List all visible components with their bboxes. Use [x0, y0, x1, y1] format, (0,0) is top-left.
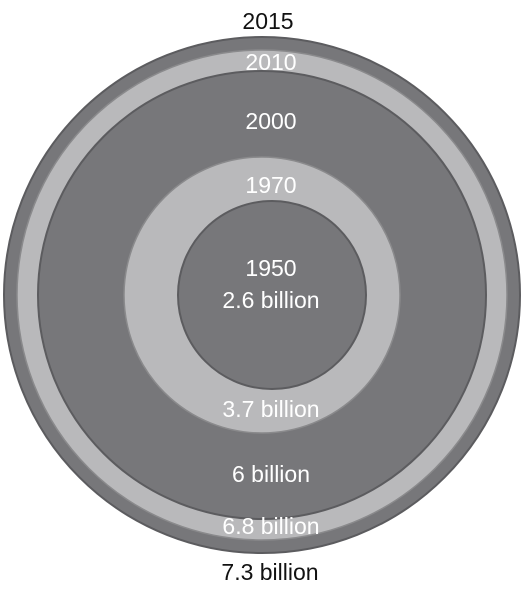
- year-label-2000: 2000: [245, 108, 296, 134]
- population-label-1950: 2.6 billion: [222, 287, 319, 313]
- population-label-2000: 6 billion: [232, 461, 310, 487]
- population-label-2015: 7.3 billion: [221, 559, 318, 585]
- year-label-2010: 2010: [245, 49, 296, 75]
- year-label-1950: 1950: [245, 255, 296, 281]
- ring-1950: [177, 200, 367, 390]
- population-label-1970: 3.7 billion: [222, 396, 319, 422]
- year-label-1970: 1970: [245, 172, 296, 198]
- year-label-2015: 2015: [242, 8, 293, 34]
- population-label-2010: 6.8 billion: [222, 513, 319, 539]
